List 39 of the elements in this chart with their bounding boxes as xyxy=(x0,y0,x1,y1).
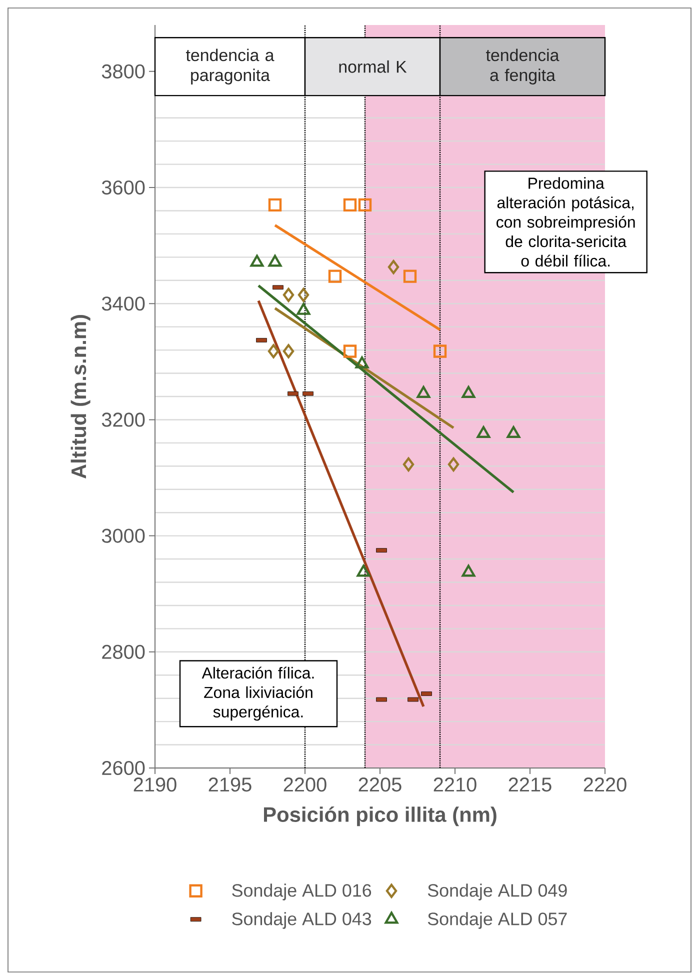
legend-label: Sondaje ALD 043 xyxy=(232,912,372,929)
y-tick-label: 2600 xyxy=(102,760,145,776)
x-tick-label: 2195 xyxy=(208,778,252,792)
y-tick-label: 2800 xyxy=(102,644,145,659)
point xyxy=(343,344,357,358)
point xyxy=(403,270,417,283)
annotation: Alteración fílica. Zona lixiviación supergénica. xyxy=(202,666,314,721)
point xyxy=(402,457,414,472)
x-tick-label: 2215 xyxy=(508,778,552,792)
y-tick-label: 3200 xyxy=(102,412,145,427)
x-tick-label: 2190 xyxy=(134,778,176,792)
point xyxy=(343,198,357,212)
point xyxy=(388,260,400,274)
point xyxy=(298,288,310,302)
y-tick-label: 3000 xyxy=(102,528,145,543)
y-tick-label: 3600 xyxy=(102,180,145,195)
point xyxy=(433,344,447,358)
point xyxy=(282,344,294,358)
legend-label: Sondaje ALD 049 xyxy=(428,884,567,900)
x-tick-label: 2220 xyxy=(584,778,626,792)
y-axis-title: Altitud (m.s.n.m) xyxy=(70,315,90,478)
x-tick-label: 2200 xyxy=(284,778,326,792)
point xyxy=(358,198,372,212)
y-tick-label: 3800 xyxy=(102,64,145,78)
legend-label: Sondaje ALD 016 xyxy=(232,884,372,900)
x-axis-title: Posición pico illita (nm) xyxy=(264,806,496,826)
y-tick-label: 3400 xyxy=(102,296,145,311)
annotation: Predomina alteración potásica, con sobreimpresión de clorita-sericita o débil fílica. xyxy=(496,177,635,267)
point xyxy=(448,457,460,472)
point xyxy=(328,270,342,283)
band-label: tendencia a paragonita xyxy=(186,48,274,84)
legend-label: Sondaje ALD 057 xyxy=(428,912,567,929)
band-label: tendencia a fengita xyxy=(486,48,560,84)
band-label: normal K xyxy=(339,60,407,73)
point xyxy=(268,198,282,212)
point xyxy=(282,288,294,302)
x-tick-label: 2205 xyxy=(358,778,402,792)
x-tick-label: 2210 xyxy=(434,778,476,792)
point xyxy=(268,344,280,358)
